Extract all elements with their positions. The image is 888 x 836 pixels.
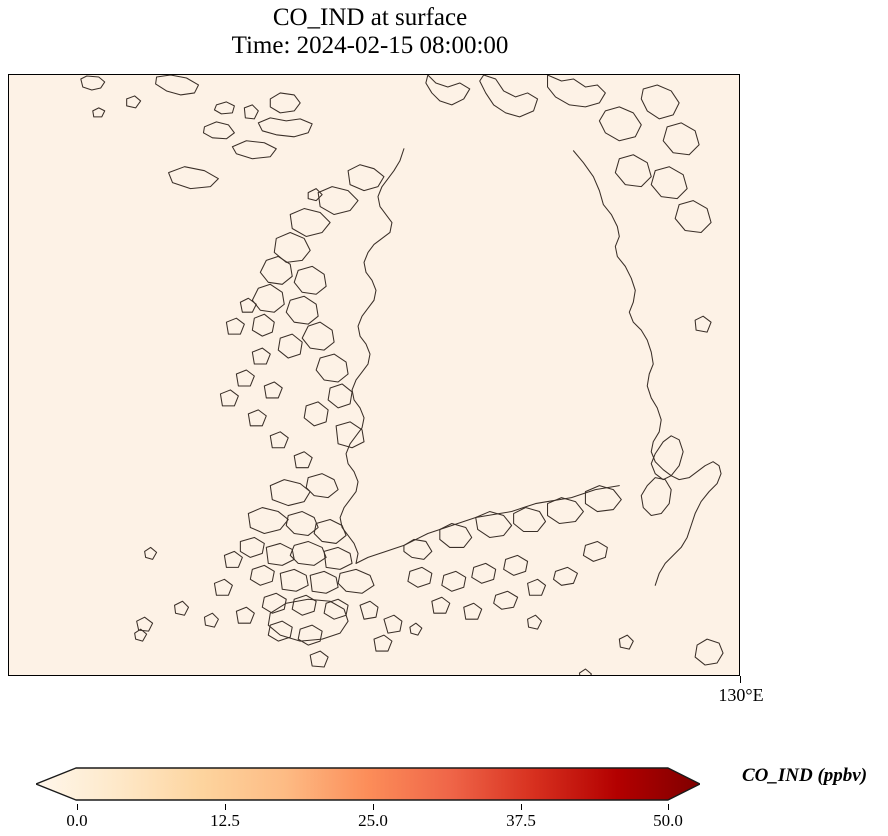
- colorbar-tick-0: [77, 804, 79, 810]
- figure-title: CO_IND at surface Time: 2024-02-15 08:00…: [0, 4, 740, 60]
- colorbar-tick-group: 0.0 12.5 25.0 37.5 50.0: [36, 804, 700, 834]
- colorbar-tick-4: [668, 804, 670, 810]
- colorbar-ticklabel-2: 25.0: [358, 811, 388, 830]
- colorbar-tick-2: [373, 804, 375, 810]
- colorbar-ticklabel-0: 0.0: [66, 811, 88, 830]
- colorbar: 0.0 12.5 25.0 37.5 50.0: [36, 762, 700, 830]
- longitude-tick-mark: [740, 676, 742, 683]
- page-title: CO_IND at surface: [272, 4, 468, 31]
- colorbar-tick-1: [225, 804, 227, 810]
- colorbar-ticklabel-3: 37.5: [506, 811, 536, 830]
- colorbar-ticklabel-4: 50.0: [653, 811, 683, 830]
- colorbar-ticklabel-1: 12.5: [210, 811, 240, 830]
- colorbar-label: CO_IND (ppbv): [742, 765, 868, 786]
- coastline-overlay: [80, 75, 724, 675]
- figure-subtitle-time: Time: 2024-02-15 08:00:00: [231, 32, 509, 59]
- colorbar-tick-3: [521, 804, 523, 810]
- colorbar-gradient: [36, 767, 700, 801]
- longitude-tick-label: 130°E: [718, 685, 764, 705]
- map-axes: [8, 74, 740, 676]
